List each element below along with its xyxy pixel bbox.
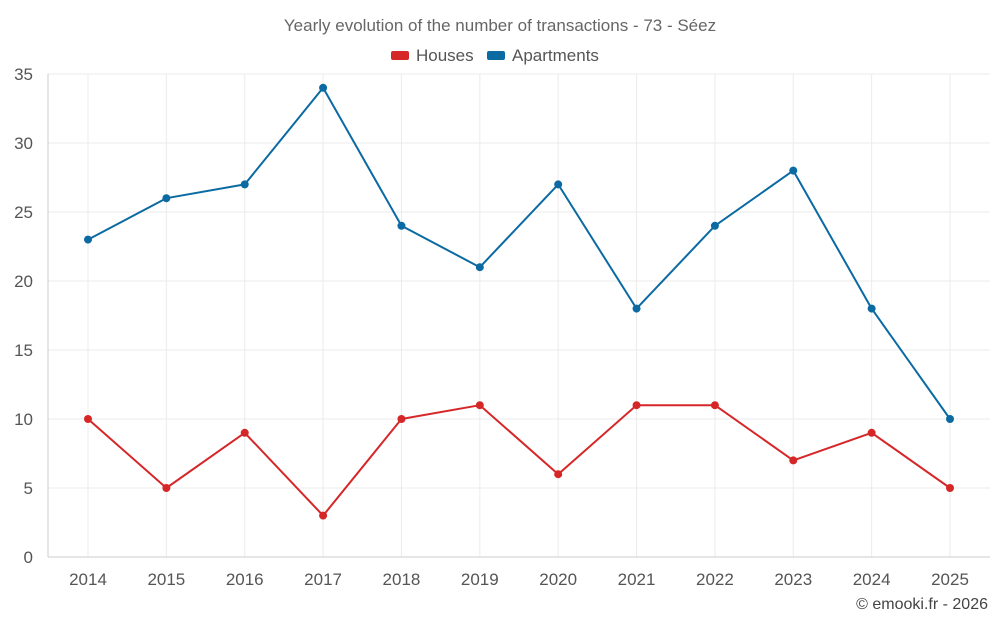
axes bbox=[47, 74, 990, 558]
data-point-apartments[interactable] bbox=[867, 304, 876, 313]
legend: Houses Apartments bbox=[391, 46, 599, 65]
data-point-apartments[interactable] bbox=[397, 221, 406, 230]
x-tick-label: 2015 bbox=[147, 570, 185, 589]
x-tick-label: 2022 bbox=[696, 570, 734, 589]
data-point-houses[interactable] bbox=[319, 511, 328, 520]
data-point-houses[interactable] bbox=[867, 428, 876, 437]
data-point-apartments[interactable] bbox=[554, 180, 563, 189]
y-tick-label: 25 bbox=[14, 203, 33, 222]
legend-item-houses[interactable]: Houses bbox=[391, 46, 474, 65]
series-line-houses bbox=[87, 404, 951, 517]
y-tick-label: 0 bbox=[24, 548, 33, 567]
data-point-houses[interactable] bbox=[397, 415, 406, 423]
legend-label-apartments: Apartments bbox=[512, 46, 599, 65]
x-tick-label: 2020 bbox=[539, 570, 577, 589]
x-tick-label: 2016 bbox=[226, 570, 264, 589]
x-tick-label: 2018 bbox=[383, 570, 421, 589]
data-point-houses[interactable] bbox=[162, 484, 171, 492]
data-point-houses[interactable] bbox=[789, 456, 798, 465]
data-point-houses[interactable] bbox=[946, 484, 954, 492]
x-tick-label: 2024 bbox=[853, 570, 891, 589]
x-tick-label: 2023 bbox=[774, 570, 812, 589]
data-point-houses[interactable] bbox=[632, 401, 641, 410]
legend-label-houses: Houses bbox=[416, 46, 474, 65]
data-point-apartments[interactable] bbox=[789, 166, 798, 175]
y-tick-label: 20 bbox=[14, 272, 33, 291]
x-tick-label: 2014 bbox=[69, 570, 107, 589]
y-axis-ticks: 0 5 10 15 20 25 30 35 bbox=[14, 65, 33, 567]
data-point-apartments[interactable] bbox=[710, 221, 719, 230]
data-point-apartments[interactable] bbox=[319, 83, 328, 92]
credit-text: © emooki.fr - 2026 bbox=[856, 596, 988, 613]
data-point-houses[interactable] bbox=[554, 470, 563, 479]
series bbox=[84, 83, 954, 520]
data-point-houses[interactable] bbox=[710, 401, 719, 410]
x-tick-label: 2021 bbox=[618, 570, 656, 589]
x-tick-label: 2017 bbox=[304, 570, 342, 589]
data-point-apartments[interactable] bbox=[162, 194, 171, 203]
chart-title: Yearly evolution of the number of transa… bbox=[284, 16, 716, 35]
x-tick-label: 2019 bbox=[461, 570, 499, 589]
x-tick-label: 2025 bbox=[931, 570, 969, 589]
legend-item-apartments[interactable]: Apartments bbox=[487, 46, 599, 65]
gridlines bbox=[48, 73, 990, 557]
data-point-houses[interactable] bbox=[240, 428, 249, 437]
y-tick-label: 30 bbox=[14, 134, 33, 153]
legend-swatch-houses bbox=[391, 51, 409, 60]
series-houses bbox=[84, 401, 954, 520]
legend-swatch-apartments bbox=[487, 51, 505, 60]
y-tick-label: 35 bbox=[14, 65, 33, 84]
y-tick-label: 10 bbox=[14, 410, 33, 429]
x-axis-ticks: 2014 2015 2016 2017 2018 2019 2020 2021 2022 2023… bbox=[69, 570, 969, 589]
data-point-houses[interactable] bbox=[475, 401, 484, 410]
series-line-apartments bbox=[87, 86, 951, 420]
data-point-apartments[interactable] bbox=[475, 263, 484, 272]
data-point-houses[interactable] bbox=[84, 415, 92, 423]
series-apartments bbox=[84, 83, 954, 423]
data-point-apartments[interactable] bbox=[84, 235, 92, 244]
y-tick-label: 15 bbox=[14, 341, 33, 360]
data-point-apartments[interactable] bbox=[946, 415, 954, 423]
data-point-apartments[interactable] bbox=[632, 304, 641, 313]
y-tick-label: 5 bbox=[24, 479, 33, 498]
data-point-apartments[interactable] bbox=[240, 180, 249, 189]
